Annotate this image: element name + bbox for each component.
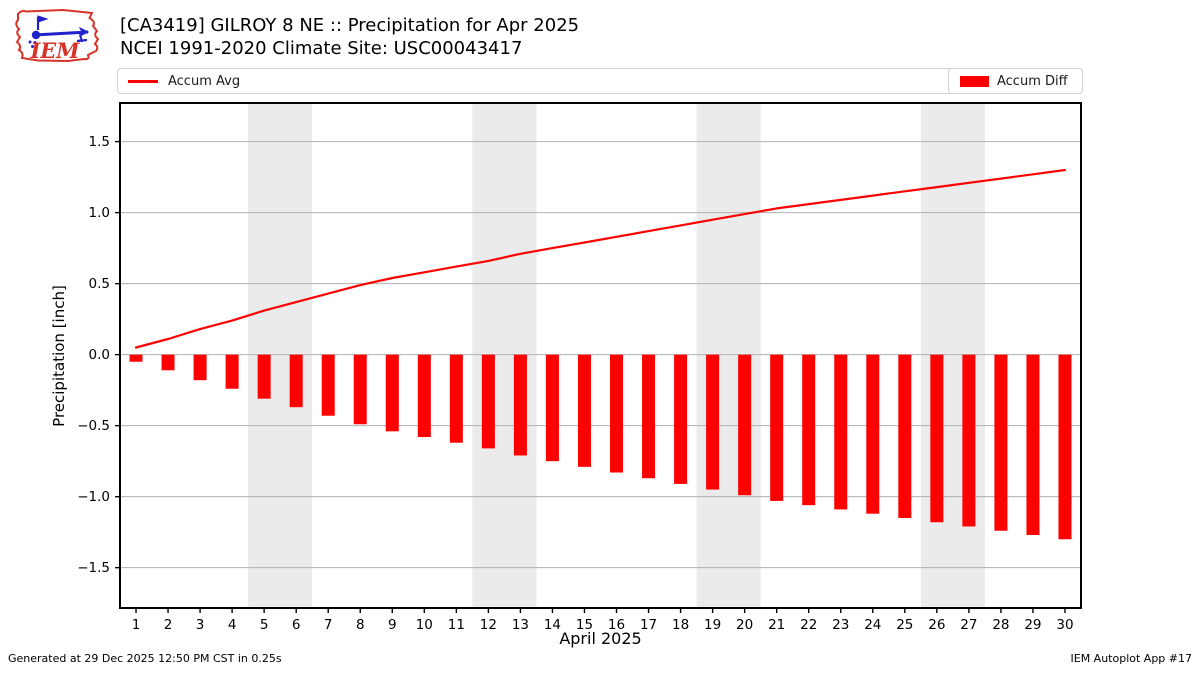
- accum-diff-bar-day-24: [866, 354, 880, 514]
- x-tick-label: 21: [768, 617, 785, 633]
- accum-diff-bar-day-19: [706, 354, 720, 490]
- accum-diff-bar-day-1: [129, 354, 143, 362]
- accum-diff-bar-day-14: [545, 354, 559, 462]
- x-tick-label: 3: [196, 617, 205, 633]
- x-tick-label: 6: [292, 617, 301, 633]
- iem-logo-text: IEM: [29, 38, 80, 63]
- x-tick-label: 30: [1056, 617, 1073, 633]
- x-tick-label: 29: [1024, 617, 1041, 633]
- accum-diff-bar-day-15: [577, 354, 591, 467]
- legend-accum-diff: Accum Diff: [948, 68, 1083, 94]
- accum-diff-bar-day-5: [257, 354, 271, 399]
- accum-avg-line-swatch-icon: [128, 79, 158, 83]
- accum-diff-bar-day-22: [802, 354, 816, 506]
- x-tick-label: 17: [640, 617, 657, 633]
- x-tick-label: 2: [164, 617, 173, 633]
- accum-diff-bar-day-4: [225, 354, 239, 389]
- x-tick-label: 20: [736, 617, 753, 633]
- accum-diff-bar-day-17: [642, 354, 656, 479]
- iowa-outline-icon: [15, 8, 100, 63]
- accum-diff-bar-day-28: [994, 354, 1008, 531]
- precipitation-chart: 1.51.00.50.0−0.5−1.0−1.51 2 3 4 5 6 7 8 9 10 11 12 1…: [77, 102, 1082, 633]
- x-tick-label: 24: [864, 617, 881, 633]
- title-block: [CA3419] GILROY 8 NE :: Precipitation fo…: [120, 14, 579, 60]
- x-tick-label: 15: [576, 617, 593, 633]
- accum-diff-bar-day-26: [930, 354, 944, 523]
- accum-diff-bar-day-13: [513, 354, 527, 456]
- y-tick-label: 1.5: [89, 134, 110, 150]
- x-tick-label: 8: [356, 617, 365, 633]
- page-title: [CA3419] GILROY 8 NE :: Precipitation fo…: [120, 15, 580, 36]
- x-tick-label: 28: [992, 617, 1009, 633]
- accum-diff-bar-day-23: [834, 354, 848, 510]
- y-tick-label: 0.5: [89, 276, 110, 292]
- x-tick-label: 22: [800, 617, 817, 633]
- x-tick-label: 23: [832, 617, 849, 633]
- generated-at-text: Generated at 29 Dec 2025 12:50 PM CST in…: [8, 652, 282, 665]
- x-tick-label: 4: [228, 617, 237, 633]
- x-tick-label: 13: [512, 617, 529, 633]
- accum-avg-line: [134, 168, 1067, 349]
- accum-diff-bar-day-25: [898, 354, 912, 518]
- y-tick-label: 0.0: [89, 347, 110, 363]
- accum-diff-bar-day-2: [161, 354, 175, 371]
- page-subtitle: NCEI 1991-2020 Climate Site: USC00043417: [120, 38, 523, 59]
- accum-diff-bar-day-9: [385, 354, 399, 432]
- y-axis-title-wrap: Precipitation [inch]: [48, 103, 70, 608]
- weather-vane-icon: [28, 15, 90, 48]
- accum-avg-legend-label: Accum Avg: [168, 73, 241, 89]
- y-tick-label: 1.0: [89, 205, 110, 221]
- accum-diff-bar-day-7: [321, 354, 335, 416]
- legend-accum-avg: Accum Avg: [117, 68, 1083, 94]
- x-tick-label: 27: [960, 617, 977, 633]
- x-axis-title: April 2025: [559, 629, 642, 648]
- y-tick-label: −1.5: [77, 560, 110, 576]
- y-axis-title: Precipitation [inch]: [50, 284, 69, 427]
- accum-diff-patch-swatch-icon: [960, 75, 989, 87]
- accum-diff-bar-day-11: [449, 354, 463, 443]
- x-tick-label: 9: [388, 617, 397, 633]
- accum-diff-bar-day-30: [1058, 354, 1072, 540]
- y-tick-label: −1.0: [77, 489, 110, 505]
- accum-diff-bar-day-6: [289, 354, 303, 408]
- x-tick-label: 18: [672, 617, 689, 633]
- accum-diff-bar-day-8: [353, 354, 367, 425]
- accum-diff-bar-day-16: [610, 354, 624, 473]
- x-tick-label: 25: [896, 617, 913, 633]
- x-tick-label: 14: [544, 617, 561, 633]
- accum-diff-bar-day-10: [417, 354, 431, 438]
- accum-diff-bar-day-3: [193, 354, 207, 381]
- accum-diff-bar-day-21: [770, 354, 784, 501]
- x-tick-label: 1: [132, 617, 141, 633]
- accum-diff-bar-day-18: [674, 354, 688, 484]
- accum-diff-bar-day-29: [1026, 354, 1040, 536]
- x-tick-label: 16: [608, 617, 625, 633]
- y-tick-label: −0.5: [77, 418, 110, 434]
- x-tick-label: 7: [324, 617, 333, 633]
- accum-diff-legend-label: Accum Diff: [997, 73, 1068, 89]
- x-tick-label: 19: [704, 617, 721, 633]
- app-credit-text: IEM Autoplot App #17: [1070, 652, 1193, 665]
- x-tick-label: 5: [260, 617, 269, 633]
- accum-diff-bar-day-27: [962, 354, 976, 527]
- iem-logo: IEM: [15, 8, 100, 63]
- x-tick-label: 12: [480, 617, 497, 633]
- x-tick-label: 26: [928, 617, 945, 633]
- x-tick-label: 11: [448, 617, 465, 633]
- accum-diff-bar-day-20: [738, 354, 752, 496]
- plot-border: [119, 102, 1082, 609]
- x-tick-label: 10: [416, 617, 433, 633]
- accum-diff-bar-day-12: [481, 354, 495, 449]
